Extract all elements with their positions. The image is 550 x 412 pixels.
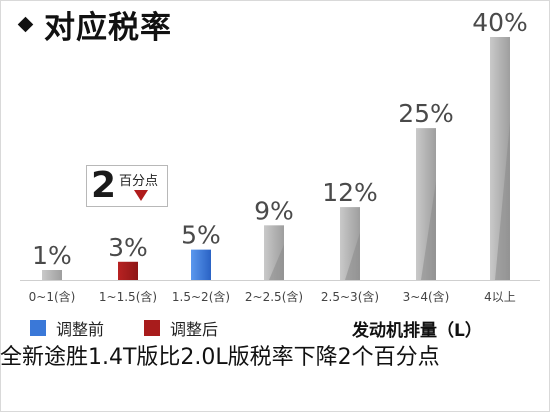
category-label-5: 3~4(含) bbox=[403, 289, 450, 304]
title-row: 对应税率 bbox=[16, 4, 172, 46]
category-label-6: 4以上 bbox=[484, 290, 516, 304]
bar-shade-3 bbox=[269, 244, 284, 280]
legend-item-after: 调整后 bbox=[144, 318, 219, 339]
caption-text: 全新途胜1.4T版比2.0L版税率下降2个百分点 bbox=[0, 345, 440, 370]
value-label-1: 3% bbox=[108, 233, 148, 262]
x-axis-title: 发动机排量（L） bbox=[352, 321, 482, 341]
bar-shade-4 bbox=[345, 232, 360, 280]
bar-2 bbox=[191, 249, 211, 280]
callout-number: 2 bbox=[91, 165, 117, 206]
reduction-callout: 2 百分点 bbox=[86, 165, 168, 207]
bar-shade-6 bbox=[495, 122, 510, 280]
bar-shade-5 bbox=[421, 181, 436, 280]
category-label-3: 2~2.5(含) bbox=[245, 289, 303, 304]
value-label-0: 1% bbox=[32, 241, 72, 270]
value-label-5: 25% bbox=[398, 99, 454, 128]
category-label-0: 0~1(含) bbox=[29, 289, 76, 304]
value-label-6: 40% bbox=[472, 8, 528, 37]
category-label-4: 2.5~3(含) bbox=[321, 289, 379, 304]
callout-unit: 百分点 bbox=[119, 174, 159, 189]
legend-item-before: 调整前 bbox=[30, 318, 105, 339]
value-label-4: 12% bbox=[322, 178, 378, 207]
category-label-1: 1~1.5(含) bbox=[99, 289, 157, 304]
slide-title: 对应税率 bbox=[44, 9, 172, 46]
legend-label-before: 调整前 bbox=[56, 320, 105, 339]
value-label-2: 5% bbox=[181, 221, 221, 250]
bar-1 bbox=[118, 261, 138, 280]
value-label-3: 9% bbox=[254, 196, 294, 225]
category-label-2: 1.5~2(含) bbox=[172, 289, 230, 304]
legend-swatch-before bbox=[30, 320, 46, 336]
bar-0 bbox=[42, 270, 62, 280]
legend-swatch-after bbox=[144, 320, 160, 336]
legend-label-after: 调整后 bbox=[170, 320, 219, 339]
down-arrow-icon bbox=[134, 190, 148, 201]
